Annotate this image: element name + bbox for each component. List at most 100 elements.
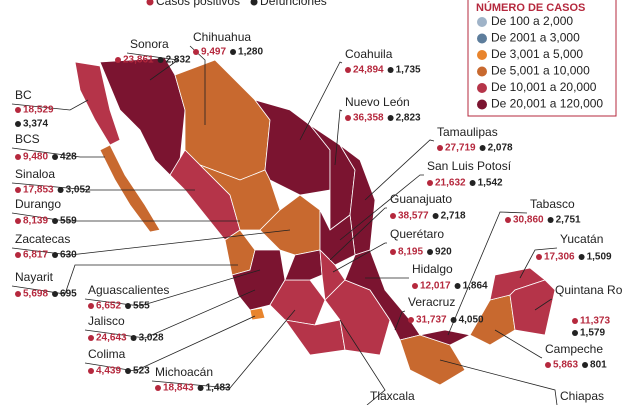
legend-swatch <box>477 99 487 110</box>
cases-value: 27,719 <box>445 143 476 154</box>
cases-dot <box>15 252 21 258</box>
cases-value: 23,861 <box>123 55 154 66</box>
leader-line <box>11 264 238 295</box>
cases-value: 31,737 <box>416 315 447 326</box>
leader-line <box>364 139 435 201</box>
leader-line <box>447 211 528 336</box>
leader-line <box>126 52 180 81</box>
legend-swatch <box>477 83 487 93</box>
cases-dot <box>15 218 21 224</box>
deaths-dot <box>52 291 59 297</box>
leader-line <box>11 147 105 158</box>
cases-dot <box>390 213 396 219</box>
leader-line <box>439 359 558 405</box>
deaths-dot <box>479 145 486 151</box>
state-name: Colima <box>88 347 126 361</box>
state-name: Quintana Roo <box>555 283 622 297</box>
cases-dot <box>437 145 443 151</box>
cases-value: 6,652 <box>96 301 121 312</box>
cases-dot <box>15 187 21 193</box>
cases-dot <box>193 49 199 55</box>
deaths-value: 2,718 <box>441 211 466 222</box>
cases-value: 8,195 <box>398 247 423 258</box>
cases-dot <box>345 115 351 121</box>
deaths-value: 2,751 <box>556 215 581 226</box>
deaths-value: 630 <box>60 250 77 261</box>
deaths-dot <box>230 49 237 55</box>
leader-line <box>332 242 387 273</box>
state-name: San Luis Potosí <box>427 159 512 173</box>
deaths-dot <box>57 187 64 193</box>
deaths-dot <box>52 154 59 160</box>
top-legend-label: Defunciones <box>260 0 327 8</box>
state-name: Tamaulipas <box>437 125 498 139</box>
leader-line <box>534 298 553 311</box>
cases-dot <box>536 254 542 260</box>
deaths-value: 3,028 <box>139 333 164 344</box>
deaths-dot <box>197 385 204 391</box>
cases-dot <box>115 57 121 63</box>
cases-value: 8,139 <box>23 216 48 227</box>
state-name: Nayarit <box>15 270 54 284</box>
deaths-value: 3,374 <box>23 119 48 130</box>
deaths-value: 523 <box>133 366 150 377</box>
state-name: Hidalgo <box>412 262 453 276</box>
deaths-dot <box>387 115 394 121</box>
cases-value: 30,860 <box>513 215 544 226</box>
deaths-value: 2,078 <box>488 143 513 154</box>
cases-dot <box>88 368 94 374</box>
state-name: Yucatán <box>560 232 603 246</box>
deaths-dot <box>157 57 164 63</box>
leader-line <box>519 247 558 279</box>
cases-value: 38,577 <box>398 211 429 222</box>
state-name: Querétaro <box>390 227 444 241</box>
deaths-dot <box>387 67 394 73</box>
state-name: Sonora <box>130 37 169 51</box>
leader-line <box>339 319 386 405</box>
deaths-dot <box>15 121 21 127</box>
cases-dot <box>88 335 94 341</box>
deaths-value: 1,542 <box>478 178 503 189</box>
deaths-dot <box>578 254 585 260</box>
cases-value: 6,817 <box>23 250 48 261</box>
deaths-value: 428 <box>60 152 77 163</box>
state-name: Zacatecas <box>15 232 70 246</box>
cases-value: 5,863 <box>553 360 578 371</box>
cases-dot <box>412 283 418 289</box>
legend-label: De 3,001 a 5,000 <box>491 47 583 61</box>
cases-value: 17,853 <box>23 185 54 196</box>
cases-value: 24,643 <box>96 333 127 344</box>
legend-swatch <box>477 50 487 60</box>
cases-dot <box>505 217 511 223</box>
leader-line <box>11 212 240 222</box>
leader-line <box>11 182 195 191</box>
state-name: Jalisco <box>88 314 125 328</box>
deaths-dot <box>130 335 137 341</box>
leader-line <box>84 269 261 307</box>
cases-value: 9,480 <box>23 152 48 163</box>
cases-dot <box>88 303 94 309</box>
legend-box <box>467 0 617 117</box>
leader-line <box>84 289 256 339</box>
cases-value: 21,632 <box>435 178 466 189</box>
state-name: Sinaloa <box>15 167 55 181</box>
leader-line <box>84 315 256 372</box>
cases-dot <box>408 317 414 323</box>
deaths-value: 3,052 <box>66 185 91 196</box>
deaths-value: 4,050 <box>459 315 484 326</box>
state-name: BC <box>15 88 32 102</box>
deaths-value: 695 <box>60 289 77 300</box>
state-name: Tabasco <box>530 197 575 211</box>
cases-value: 17,306 <box>544 252 575 263</box>
deaths-dot <box>572 330 578 336</box>
state-name: BCS <box>15 132 40 146</box>
deaths-value: 1,864 <box>463 281 488 292</box>
deaths-dot <box>52 218 59 224</box>
cases-value: 36,358 <box>353 113 384 124</box>
leader-line <box>11 229 291 256</box>
leader-line <box>334 109 343 166</box>
leader-line <box>151 309 296 389</box>
cases-dot <box>390 249 396 255</box>
deaths-dot <box>432 213 439 219</box>
leader-line <box>339 174 424 241</box>
